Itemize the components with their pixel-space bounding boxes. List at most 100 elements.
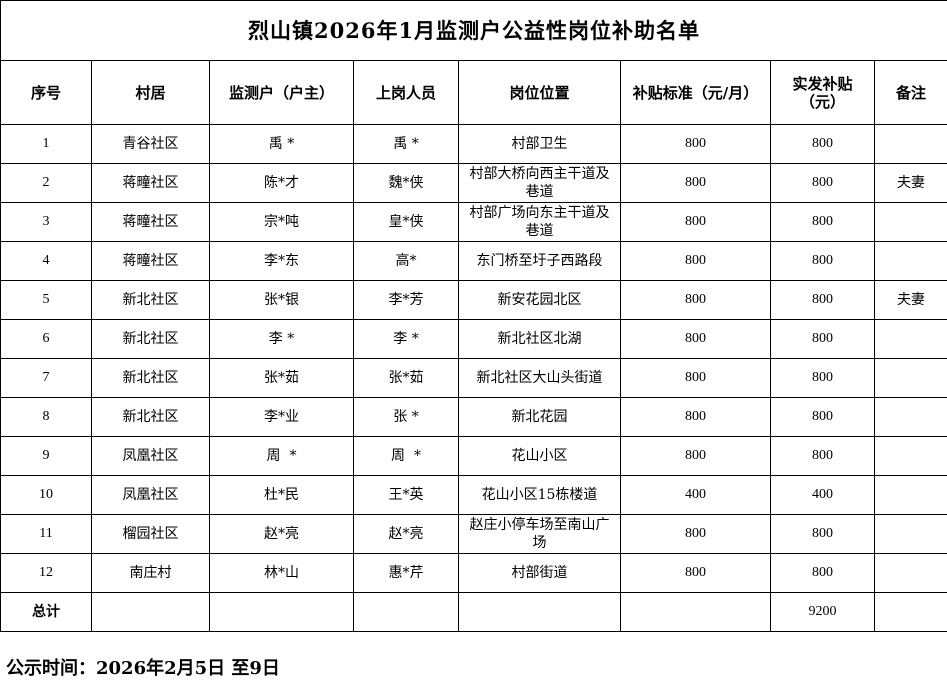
table-cell: 800 [770, 280, 875, 320]
table-cell: 新北社区 [91, 358, 210, 398]
table-row: 4 蒋疃社区 李*东 高* 东门桥至圩子西路段 800 800 [0, 241, 947, 281]
table-cell: 陈*才 [209, 163, 354, 203]
column-header: 备注 [873, 60, 947, 125]
table-cell: 杜*民 [209, 475, 354, 515]
table-cell [873, 124, 947, 164]
table-cell: 花山小区 [458, 436, 621, 476]
table-cell: 新北社区 [91, 280, 210, 320]
table-cell: 张 * [353, 397, 459, 437]
table-cell: 400 [620, 475, 771, 515]
table-cell: 赵庄小停车场至南山广场 [458, 514, 621, 554]
table-cell: 800 [770, 397, 875, 437]
table-cell: 林*山 [209, 553, 354, 593]
table-cell: 禹 * [209, 124, 354, 164]
table-cell [873, 553, 947, 593]
table-cell: 周 * [209, 436, 354, 476]
table-cell: 800 [620, 553, 771, 593]
table-row: 8 新北社区 李*业张 * 新北花园 800 800 [0, 397, 947, 437]
table-cell: 3 [0, 202, 92, 242]
table-cell: 南庄村 [91, 553, 210, 593]
table-cell [873, 475, 947, 515]
table-row: 3 蒋疃社区 宗*吨 皇*侠 村部广场向东主干道及巷道 800 800 [0, 202, 947, 242]
table-row: 7 新北社区 张*茹 张*茹 新北社区大山头街道 800 800 [0, 358, 947, 398]
table-cell: 10 [0, 475, 92, 515]
column-header: 序号 [0, 60, 92, 125]
table-cell: 夫妻 [873, 280, 947, 320]
table-cell: 新北社区北湖 [458, 319, 621, 359]
table-cell: 夫妻 [873, 163, 947, 203]
table-cell: 花山小区15栋楼道 [458, 475, 621, 515]
table-row: 11 榴园社区 赵*亮 赵*亮 赵庄小停车场至南山广场 800 800 [0, 514, 947, 554]
table-cell: 2 [0, 163, 92, 203]
column-header: 实发补贴（元） [770, 60, 875, 125]
table-cell: 李 * [209, 319, 354, 359]
table-cell: 12 [0, 553, 92, 593]
table-cell: 张*银 [209, 280, 354, 320]
subsidy-table: 烈山镇2026年1月监测户公益性岗位补助名单 序号 村居 监测户（户主） 上岗人员 岗位… [0, 0, 947, 632]
table-cell: 5 [0, 280, 92, 320]
table-cell: 赵*亮 [209, 514, 354, 554]
table-row: 6 新北社区李 * 李 * 新北社区北湖 800 800 [0, 319, 947, 359]
table-cell: 800 [620, 319, 771, 359]
column-header: 村居 [91, 60, 210, 125]
table-cell: 800 [620, 202, 771, 242]
table-cell: 新北社区大山头街道 [458, 358, 621, 398]
table-cell: 蒋疃社区 [91, 163, 210, 203]
table-cell: 800 [620, 397, 771, 437]
table-row: 5 新北社区 张*银 李*芳 新安花园北区 800 800 夫妻 [0, 280, 947, 320]
table-cell: 东门桥至圩子西路段 [458, 241, 621, 281]
table-cell: 800 [620, 514, 771, 554]
table-cell: 李*业 [209, 397, 354, 437]
table-cell: 村部卫生 [458, 124, 621, 164]
table-cell [873, 358, 947, 398]
table-row: 1 青谷社区禹 * 禹 * 村部卫生 800 800 [0, 124, 947, 164]
table-cell: 800 [770, 202, 875, 242]
table-cell: 禹 * [353, 124, 459, 164]
table-cell: 800 [770, 358, 875, 398]
table-cell: 8 [0, 397, 92, 437]
table-cell: 张*茹 [209, 358, 354, 398]
table-row: 12 南庄村 林*山 惠*芹 村部街道 800 800 [0, 553, 947, 593]
total-value: 9200 [770, 592, 875, 632]
total-label: 总计 [0, 592, 92, 632]
table-cell: 凤凰社区 [91, 475, 210, 515]
table-cell: 9 [0, 436, 92, 476]
table-row: 9 凤凰社区周 * 周 * 花山小区 800 800 [0, 436, 947, 476]
table-cell: 皇*侠 [353, 202, 459, 242]
table-cell [873, 436, 947, 476]
table-cell [873, 202, 947, 242]
table-cell [873, 319, 947, 359]
table-cell: 新北社区 [91, 397, 210, 437]
table-cell: 800 [770, 436, 875, 476]
table-cell: 7 [0, 358, 92, 398]
table-cell: 800 [620, 163, 771, 203]
table-cell [873, 241, 947, 281]
publicity-period: 公示时间：2026年2月5日 至9日 [6, 658, 280, 679]
table-cell: 张*茹 [353, 358, 459, 398]
table-cell: 宗*吨 [209, 202, 354, 242]
table-cell: 4 [0, 241, 92, 281]
page-title: 烈山镇2026年1月监测户公益性岗位补助名单 [0, 0, 947, 61]
table-row: 10 凤凰社区 杜*民 王*英 花山小区15栋楼道 400 400 [0, 475, 947, 515]
table-cell: 800 [770, 553, 875, 593]
table-cell: 新安花园北区 [458, 280, 621, 320]
table-cell: 榴园社区 [91, 514, 210, 554]
table-cell: 赵*亮 [353, 514, 459, 554]
table-cell: 800 [770, 163, 875, 203]
table-cell: 800 [620, 436, 771, 476]
table-cell: 800 [770, 124, 875, 164]
table-cell [873, 397, 947, 437]
column-header: 监测户（户主） [209, 60, 354, 125]
table-cell: 村部街道 [458, 553, 621, 593]
table-cell: 凤凰社区 [91, 436, 210, 476]
table-cell: 新北社区 [91, 319, 210, 359]
table-cell: 800 [770, 514, 875, 554]
table-cell: 周 * [353, 436, 459, 476]
table-cell: 11 [0, 514, 92, 554]
table-cell: 李*东 [209, 241, 354, 281]
table-cell: 800 [770, 319, 875, 359]
column-header: 岗位位置 [458, 60, 621, 125]
table-cell: 800 [620, 280, 771, 320]
table-cell: 蒋疃社区 [91, 202, 210, 242]
table-cell: 惠*芹 [353, 553, 459, 593]
